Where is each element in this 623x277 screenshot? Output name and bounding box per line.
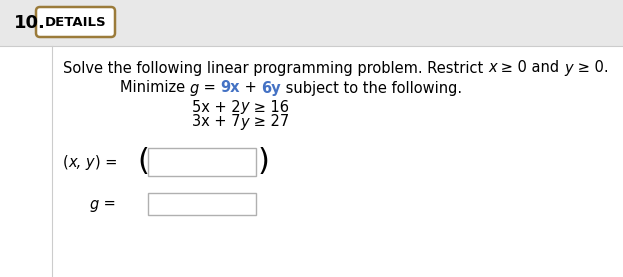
Text: x: x [488, 60, 497, 76]
Text: ) =: ) = [95, 155, 118, 170]
Text: 9x: 9x [221, 81, 240, 96]
Text: 3x + 7: 3x + 7 [192, 114, 240, 130]
Text: g: g [190, 81, 199, 96]
Text: =: = [199, 81, 221, 96]
Text: ≥ 0 and: ≥ 0 and [497, 60, 564, 76]
FancyBboxPatch shape [148, 193, 256, 215]
Text: x, y: x, y [69, 155, 95, 170]
Text: 5x + 2: 5x + 2 [192, 99, 240, 114]
Text: 10.: 10. [14, 14, 46, 32]
Text: Solve the following linear programming problem. Restrict: Solve the following linear programming p… [63, 60, 488, 76]
Text: (: ( [63, 155, 69, 170]
FancyBboxPatch shape [0, 0, 623, 46]
Text: ≥ 27: ≥ 27 [249, 114, 289, 130]
Text: =: = [99, 196, 116, 212]
Text: 6y: 6y [261, 81, 281, 96]
FancyBboxPatch shape [36, 7, 115, 37]
FancyBboxPatch shape [0, 46, 623, 277]
Text: (: ( [137, 147, 149, 176]
Text: +: + [240, 81, 261, 96]
Text: subject to the following.: subject to the following. [281, 81, 462, 96]
Text: g: g [90, 196, 99, 212]
Text: ≥ 16: ≥ 16 [249, 99, 289, 114]
Text: Minimize: Minimize [120, 81, 190, 96]
FancyBboxPatch shape [148, 148, 256, 176]
Text: y: y [564, 60, 573, 76]
Text: DETAILS: DETAILS [45, 16, 107, 29]
Text: y: y [240, 99, 249, 114]
Text: y: y [240, 114, 249, 130]
Text: ≥ 0.: ≥ 0. [573, 60, 609, 76]
Text: ): ) [258, 147, 270, 176]
